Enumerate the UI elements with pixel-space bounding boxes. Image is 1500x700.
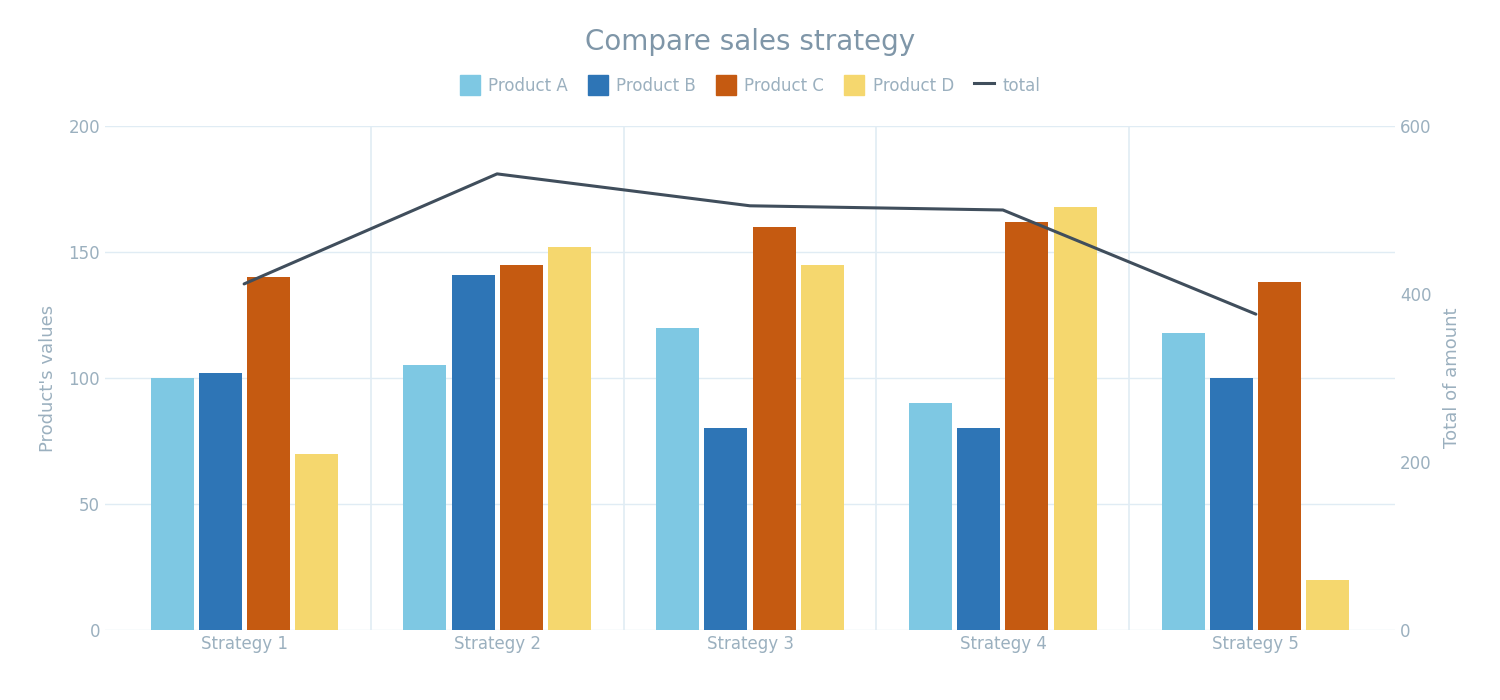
Bar xyxy=(294,454,338,630)
Bar xyxy=(1005,222,1048,630)
Bar xyxy=(909,403,952,630)
total xyxy=(994,206,1012,214)
Y-axis label: Product's values: Product's values xyxy=(39,304,57,452)
Bar xyxy=(548,247,591,630)
total xyxy=(741,202,759,210)
total xyxy=(236,280,254,288)
Y-axis label: Total of amount: Total of amount xyxy=(1443,308,1461,448)
total xyxy=(488,169,506,178)
Line: total: total xyxy=(244,174,1256,314)
Bar xyxy=(404,365,447,630)
Bar xyxy=(1306,580,1350,630)
Bar xyxy=(753,227,795,630)
Bar xyxy=(198,373,242,630)
Title: Compare sales strategy: Compare sales strategy xyxy=(585,27,915,55)
Bar xyxy=(150,378,194,630)
Bar xyxy=(1053,206,1096,630)
Bar xyxy=(657,328,699,630)
total xyxy=(1246,310,1264,319)
Bar xyxy=(1258,282,1302,630)
Legend: Product A, Product B, Product C, Product D, total: Product A, Product B, Product C, Product… xyxy=(453,69,1047,102)
Bar xyxy=(801,265,843,630)
Bar xyxy=(452,274,495,630)
Bar xyxy=(500,265,543,630)
Bar xyxy=(957,428,1000,630)
Bar xyxy=(705,428,747,630)
Bar xyxy=(1210,378,1254,630)
Bar xyxy=(1162,332,1206,630)
Bar xyxy=(246,277,290,630)
